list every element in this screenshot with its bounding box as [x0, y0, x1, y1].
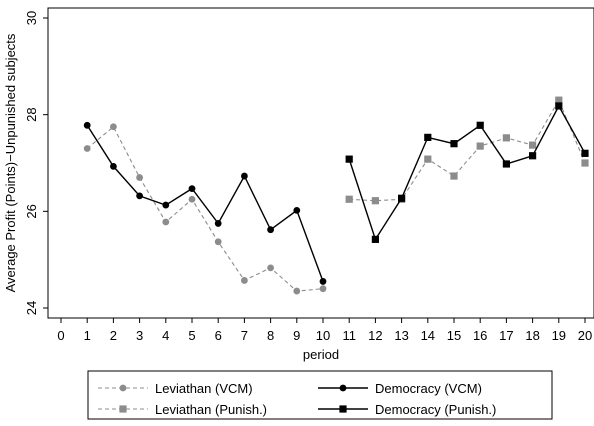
data-point	[110, 162, 117, 170]
legend-label: Democracy (VCM)	[375, 381, 482, 396]
y-axis-label: Average Profit (Points)−Unpunished subje…	[3, 33, 18, 292]
x-tick-label: 10	[316, 328, 330, 343]
data-point	[83, 121, 91, 129]
x-tick-label: 14	[421, 328, 435, 343]
y-tick-label: 24	[24, 301, 39, 315]
data-point	[188, 185, 196, 193]
data-point	[345, 195, 353, 203]
data-point	[555, 102, 563, 110]
data-point	[214, 238, 222, 246]
x-tick-label: 17	[499, 328, 513, 343]
series-line	[349, 98, 586, 202]
y-tick-label: 30	[24, 11, 39, 25]
legend-box	[87, 370, 553, 420]
data-point	[345, 155, 353, 163]
x-tick-label: 18	[525, 328, 539, 343]
data-point	[581, 159, 589, 167]
series-line	[86, 124, 324, 282]
x-tick-label: 8	[267, 328, 274, 343]
data-point	[398, 194, 406, 202]
x-tick-label: 4	[162, 328, 169, 343]
series-3	[345, 96, 589, 205]
data-point	[502, 160, 510, 168]
legend-label: Leviathan (VCM)	[155, 381, 253, 396]
series-line	[86, 125, 324, 292]
y-tick-label: 26	[24, 204, 39, 218]
data-point	[371, 235, 379, 243]
data-point	[136, 174, 144, 181]
x-tick-label: 2	[110, 328, 117, 343]
data-point	[502, 134, 510, 142]
series-line	[348, 104, 586, 242]
x-tick-label: 3	[136, 328, 143, 343]
data-point	[319, 278, 327, 285]
data-point	[188, 195, 196, 203]
data-point	[476, 142, 484, 150]
legend-swatch-marker	[119, 405, 127, 413]
x-tick-label: 20	[578, 328, 592, 343]
legend-swatch-marker	[339, 405, 347, 413]
data-point	[293, 287, 301, 295]
data-point	[241, 172, 248, 180]
legend-swatch-marker	[339, 384, 347, 392]
data-point	[581, 149, 589, 157]
x-tick-label: 13	[394, 328, 408, 343]
data-point	[162, 218, 170, 226]
legend-label: Democracy (Punish.)	[375, 402, 496, 417]
data-point	[450, 140, 458, 148]
x-tick-label: 1	[84, 328, 91, 343]
data-point	[424, 155, 432, 163]
x-tick-label: 15	[447, 328, 461, 343]
data-point	[424, 133, 432, 141]
x-tick-label: 0	[57, 328, 64, 343]
series-1	[83, 123, 327, 295]
data-point	[110, 123, 117, 131]
data-point	[319, 285, 327, 293]
data-point	[214, 220, 222, 227]
data-point	[267, 226, 274, 234]
legend-label: Leviathan (Punish.)	[155, 402, 267, 417]
series-2	[83, 121, 327, 285]
data-point	[267, 264, 274, 272]
data-point	[450, 172, 458, 180]
legend-swatch-marker	[119, 384, 127, 392]
plot-area	[83, 96, 589, 295]
plot-frame	[47, 7, 594, 319]
data-point	[241, 277, 248, 284]
data-point	[529, 152, 537, 160]
x-tick-label: 19	[552, 328, 566, 343]
y-tick-label: 28	[24, 107, 39, 121]
data-point	[555, 96, 563, 104]
data-point	[529, 141, 537, 149]
x-tick-label: 7	[241, 328, 248, 343]
x-axis-label: period	[303, 347, 339, 362]
x-tick-label: 6	[215, 328, 222, 343]
data-point	[293, 206, 301, 214]
x-tick-label: 9	[293, 328, 300, 343]
x-tick-label: 16	[473, 328, 487, 343]
data-point	[476, 121, 484, 129]
x-tick-label: 12	[368, 328, 382, 343]
data-point	[162, 201, 170, 209]
series-4	[345, 102, 589, 243]
x-tick-label: 5	[188, 328, 195, 343]
data-point	[136, 192, 144, 200]
data-point	[83, 145, 91, 152]
x-tick-label: 11	[342, 328, 356, 343]
legend: Leviathan (VCM) Democracy (VCM) Leviathan …	[87, 370, 553, 420]
data-point	[371, 197, 379, 205]
